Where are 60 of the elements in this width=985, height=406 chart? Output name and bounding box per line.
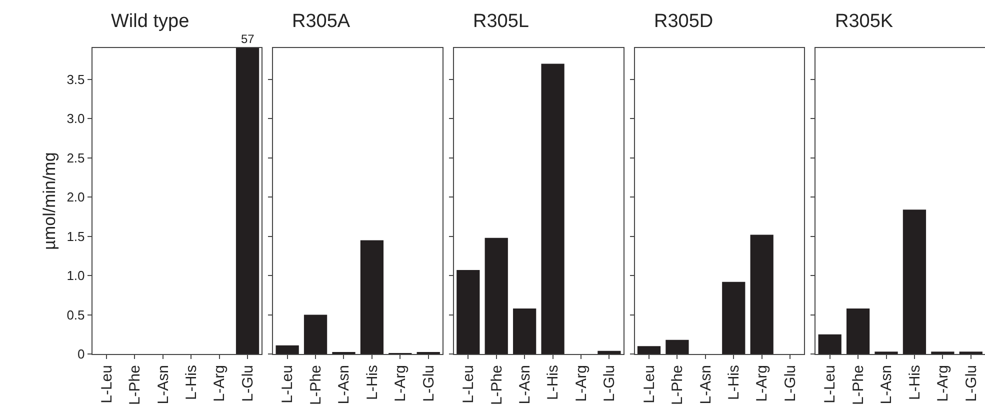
x-tick-label: L-Asn — [516, 365, 534, 404]
y-axis-title: µmol/min/mg — [40, 152, 60, 250]
x-tick-label: L-Glu — [782, 365, 799, 402]
x-tick-label: L-Asn — [697, 365, 714, 404]
x-tick-label: L-Phe — [307, 365, 324, 406]
x-tick-label: L-Glu — [420, 365, 438, 402]
bar — [598, 350, 621, 354]
bar — [484, 238, 508, 354]
x-tick-label: L-Arg — [754, 365, 771, 402]
y-tick-label: 2.0 — [66, 190, 85, 205]
x-tick-label: L-Phe — [488, 365, 506, 406]
bar — [846, 308, 870, 354]
bar — [513, 308, 536, 354]
chart-title: R305D — [654, 11, 714, 32]
data-label: 57 — [241, 32, 255, 46]
x-tick-label: L-Asn — [878, 365, 896, 404]
bar — [304, 314, 328, 354]
x-tick-label: L-Asn — [336, 365, 353, 404]
x-tick-label: L-Phe — [850, 365, 867, 406]
bar — [276, 345, 299, 354]
x-tick-label: L-Arg — [392, 365, 410, 402]
bar — [818, 334, 842, 354]
x-tick-label: L-Glu — [239, 365, 256, 402]
y-tick-label: 2.5 — [66, 150, 85, 166]
x-tick-label: L-Phe — [669, 365, 686, 406]
bar — [456, 270, 480, 354]
x-tick-label: L-Arg — [572, 365, 590, 402]
bar — [637, 346, 661, 354]
x-tick-label: L-Asn — [154, 365, 172, 404]
x-tick-label: L-Leu — [279, 365, 296, 404]
x-tick-label: L-Arg — [934, 365, 952, 402]
y-tick-label: 0.5 — [66, 307, 85, 322]
x-tick-label: L-Arg — [211, 365, 228, 402]
bar — [360, 240, 384, 354]
bar — [902, 210, 926, 354]
chart-title: R305K — [835, 11, 894, 32]
y-tick-label: 1.5 — [66, 228, 85, 244]
x-tick-label: L-Phe — [126, 365, 144, 406]
x-tick-label: L-His — [182, 365, 200, 400]
y-tick-label: 3.0 — [66, 111, 85, 126]
chart-title: R305L — [473, 11, 529, 32]
x-tick-label: L-His — [544, 365, 562, 400]
bar — [750, 234, 774, 354]
bar — [666, 340, 689, 354]
y-tick-label: 3.5 — [66, 72, 85, 87]
y-tick-label: 1.0 — [66, 268, 85, 284]
y-tick-label: 0 — [78, 346, 85, 362]
x-tick-label: L-Glu — [601, 365, 618, 402]
x-tick-label: L-Leu — [98, 365, 116, 404]
x-tick-label: L-His — [364, 365, 381, 400]
bar — [722, 282, 746, 354]
bar — [541, 64, 564, 354]
chart-title: Wild type — [111, 11, 190, 32]
x-tick-label: L-Leu — [460, 365, 478, 404]
x-tick-label: L-His — [726, 365, 743, 400]
x-tick-label: L-Glu — [962, 365, 980, 402]
x-tick-label: L-His — [906, 365, 924, 400]
x-tick-label: L-Leu — [640, 365, 658, 404]
chart-title: R305A — [292, 11, 350, 32]
x-tick-label: L-Leu — [822, 365, 839, 404]
